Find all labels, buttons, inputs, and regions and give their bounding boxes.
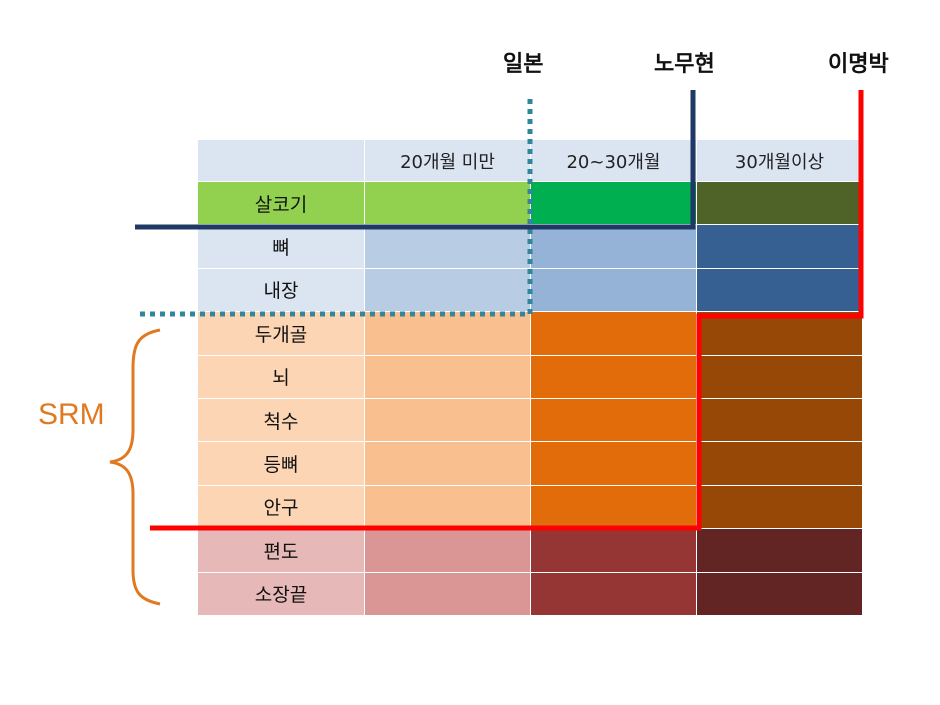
table-cell [697, 442, 863, 486]
header-corner [198, 140, 365, 182]
table-cell [531, 485, 697, 530]
table-cell [365, 399, 531, 443]
table-cell [697, 355, 863, 399]
legend-roh-label: 노무현 [654, 51, 715, 77]
row-label: 등뼈 [198, 442, 365, 486]
column-header: 20~30개월 [531, 140, 697, 182]
row-label: 내장 [198, 268, 365, 313]
lee-boundary-line [150, 90, 864, 531]
table-cell [697, 485, 863, 530]
table-cell [531, 442, 697, 486]
table-cell [531, 312, 697, 356]
table-cell [697, 182, 863, 226]
table-cell [365, 529, 531, 573]
table-cell [697, 312, 863, 356]
table-cell [531, 529, 697, 573]
table-cell [365, 355, 531, 399]
table-cell [697, 225, 863, 269]
legend-lee-label: 이명박 [828, 51, 889, 77]
table-cell [365, 225, 531, 269]
column-header: 20개월 미만 [365, 140, 531, 182]
table-cell [531, 399, 697, 443]
row-label: 척수 [198, 399, 365, 443]
table-cell [697, 399, 863, 443]
table-cell [531, 182, 697, 226]
srm-label: SRM [38, 398, 105, 431]
table-cell [531, 225, 697, 269]
row-label: 편도 [198, 529, 365, 573]
row-label: 뼈 [198, 225, 365, 269]
table-cell [697, 572, 863, 616]
table-cell [697, 529, 863, 573]
row-label: 두개골 [198, 312, 365, 356]
table-cell [365, 312, 531, 356]
table-cell [365, 485, 531, 530]
table-cell [531, 355, 697, 399]
row-label: 뇌 [198, 355, 365, 399]
japan-boundary-line [140, 95, 533, 317]
table-cell [531, 268, 697, 313]
row-label: 소장끝 [198, 572, 365, 616]
table-cell [531, 572, 697, 616]
table-cell [365, 572, 531, 616]
legend-japan-label: 일본 [503, 51, 544, 77]
srm-brace [109, 328, 161, 606]
table-cell [365, 442, 531, 486]
table-cell [365, 268, 531, 313]
roh-boundary-line [135, 90, 696, 230]
